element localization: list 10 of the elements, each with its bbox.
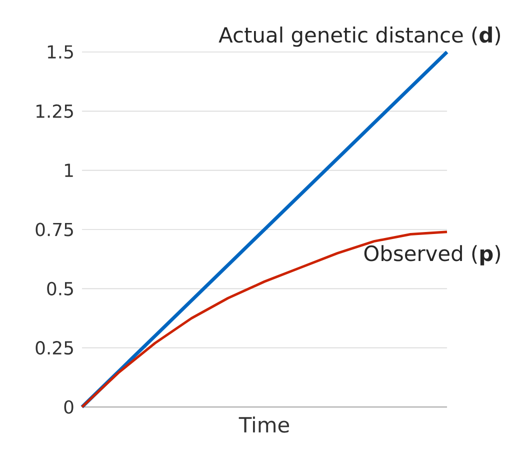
y-tick-label: 0 bbox=[64, 400, 74, 414]
y-tick-label: 1 bbox=[65, 164, 73, 177]
x-axis-title: Time bbox=[238, 416, 290, 433]
y-tick-label: 1.5 bbox=[48, 45, 73, 59]
text: Actual genetic distance (d) bbox=[218, 26, 500, 47]
y-tick-label: 0.5 bbox=[47, 282, 73, 296]
series-label: Observed (p) bbox=[364, 245, 500, 266]
y-tick-label: 0.25 bbox=[36, 341, 73, 355]
y-tick-label: 1.25 bbox=[36, 104, 73, 118]
y-tick-label: 0.75 bbox=[36, 222, 73, 236]
